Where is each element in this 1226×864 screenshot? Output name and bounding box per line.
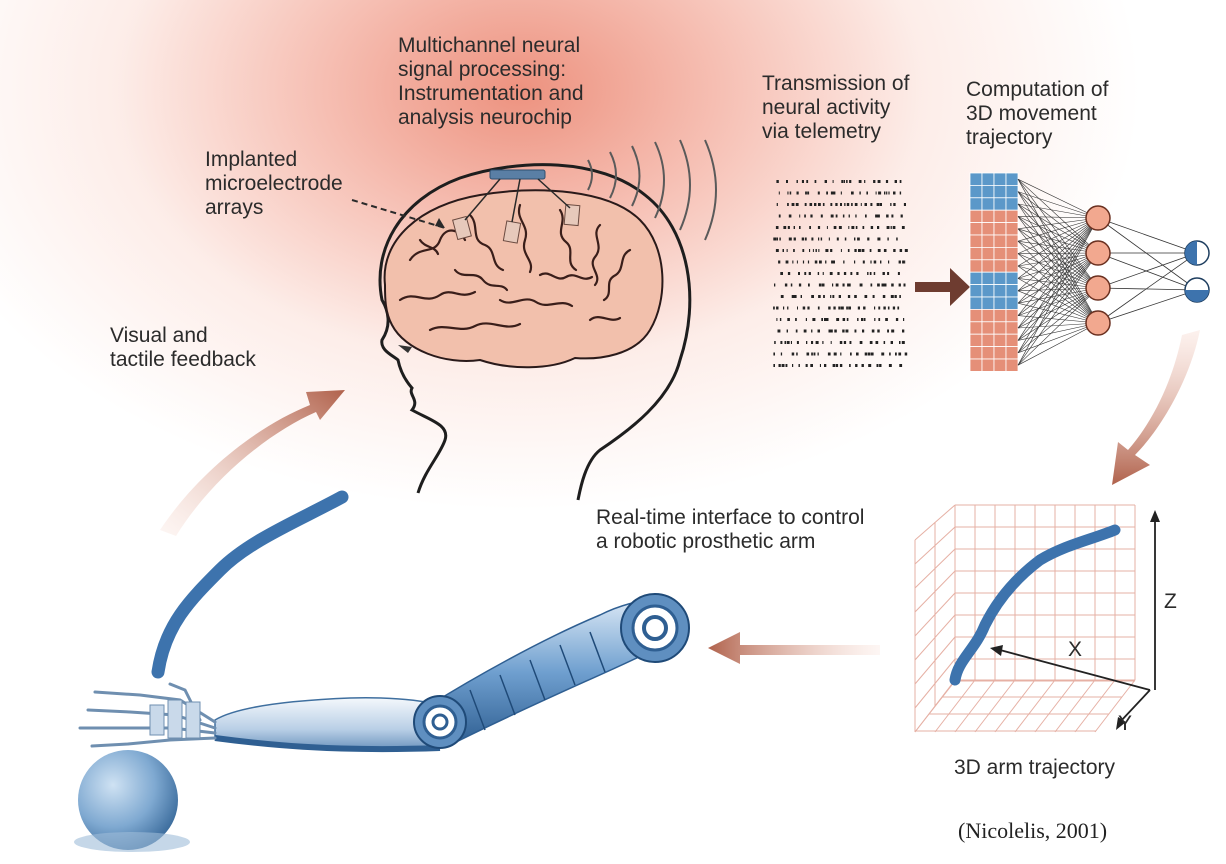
reach-trajectory (151, 490, 349, 679)
arrow-to-arm (708, 632, 880, 664)
feedback-arrow (160, 390, 345, 536)
arrow-to-trajectory (1112, 330, 1200, 485)
label-transmission: Transmission of neural activity via tele… (762, 72, 910, 143)
label-trajectory-caption: 3D arm trajectory (954, 756, 1116, 779)
ball-object (78, 750, 178, 850)
axis-label-x: X (1068, 638, 1083, 661)
telemetry-waves-icon (587, 139, 717, 241)
label-feedback: Visual and tactile feedback (110, 324, 256, 371)
neurochip-icon (489, 169, 546, 180)
citation: (Nicolelis, 2001) (958, 818, 1108, 843)
neural-network (1017, 178, 1210, 366)
label-neurochip: Multichannel neural signal processing: I… (398, 34, 584, 129)
trajectory-grid (914, 504, 1160, 733)
brain-illustration (383, 169, 664, 369)
input-neuron-grid (969, 172, 1019, 372)
axis-label-z: Z (1164, 590, 1177, 613)
spike-raster (773, 180, 908, 367)
axis-label-y: Y (1118, 712, 1133, 735)
head-outline (378, 163, 692, 501)
implant-pointer (351, 199, 446, 229)
label-interface: Real-time interface to control a robotic… (596, 506, 865, 553)
label-computation: Computation of 3D movement trajectory (966, 78, 1109, 149)
label-implanted-arrays: Implanted microelectrode arrays (205, 148, 343, 219)
arrow-to-computation (915, 268, 970, 306)
robotic-arm (78, 593, 690, 753)
eye-icon (398, 345, 412, 353)
